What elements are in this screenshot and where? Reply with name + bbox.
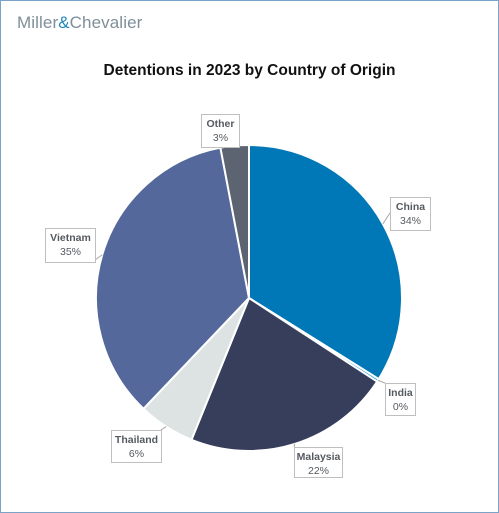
brand-logo-ampersand: & — [58, 13, 70, 32]
leader-line-india — [377, 379, 386, 384]
data-label-name-india: India — [388, 387, 413, 399]
data-labels: China 34% India 0% Malaysia 22% Thailand 6% Viet… — [45, 114, 431, 478]
data-label-name-thailand: Thailand — [115, 434, 158, 446]
data-label-value-malaysia: 22% — [308, 465, 329, 477]
data-label-name-china: China — [396, 201, 425, 213]
data-label-box-india — [385, 383, 416, 416]
pie-slice-vietnam — [95, 146, 250, 410]
brand-logo-right: Chevalier — [69, 13, 143, 32]
pie-slice-china — [248, 144, 403, 381]
data-label-box-thailand — [111, 430, 162, 463]
data-label-box-other — [201, 114, 240, 148]
leader-line-malaysia — [293, 443, 296, 448]
data-label-name-malaysia: Malaysia — [297, 451, 341, 463]
data-label-box-vietnam — [45, 228, 96, 263]
pie-slices — [95, 144, 403, 452]
brand-logo-left: Miller — [17, 13, 59, 32]
data-label-name-other: Other — [206, 118, 234, 130]
data-label-box-malaysia — [294, 447, 343, 478]
pie-slice-malaysia — [190, 297, 379, 452]
data-label-value-thailand: 6% — [129, 448, 144, 460]
brand-logo: Miller&Chevalier — [17, 13, 142, 33]
chart-title: Detentions in 2023 by Country of Origin — [103, 62, 396, 79]
leader-line-vietnam — [94, 254, 103, 261]
data-label-value-other: 3% — [213, 132, 228, 144]
data-label-name-vietnam: Vietnam — [50, 232, 91, 244]
data-label-value-china: 34% — [400, 215, 421, 227]
data-label-box-china — [390, 197, 431, 231]
data-label-value-india: 0% — [393, 401, 408, 413]
leader-line-china — [382, 212, 391, 225]
leader-line-thailand — [160, 426, 167, 431]
data-label-value-vietnam: 35% — [60, 246, 81, 258]
